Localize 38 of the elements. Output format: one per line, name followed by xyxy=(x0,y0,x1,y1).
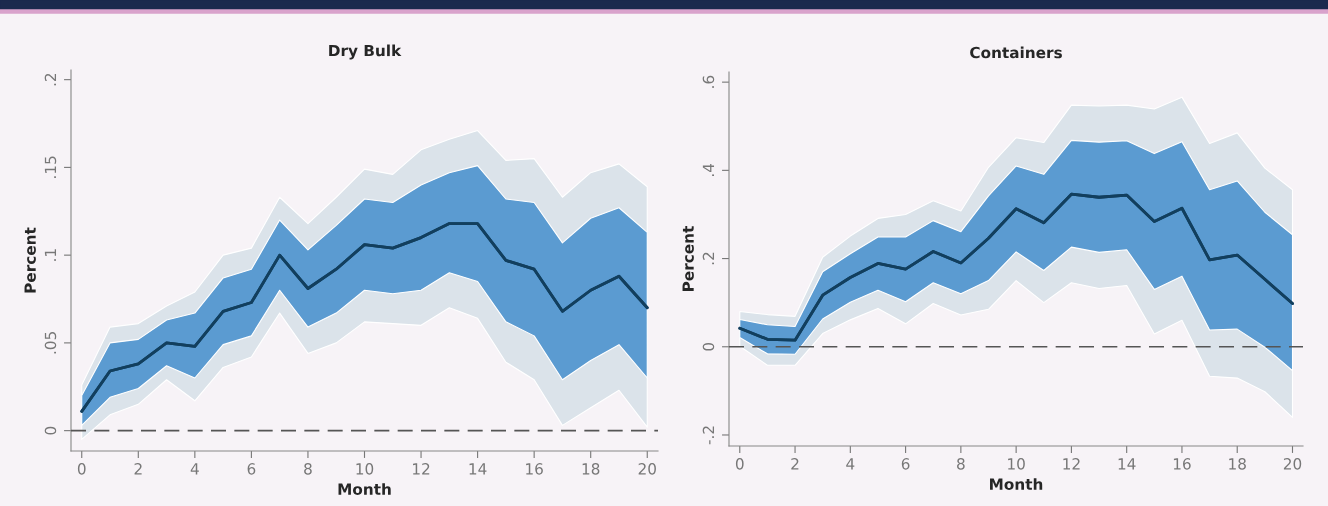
chart-title: Dry Bulk xyxy=(329,44,402,60)
x-tick-label: 18 xyxy=(1229,458,1246,470)
x-tick-label: 12 xyxy=(1063,458,1080,470)
y-tick-label: .2 xyxy=(44,73,57,86)
x-axis-title: Month xyxy=(990,478,1043,490)
y-tick-label: .6 xyxy=(702,75,715,88)
x-tick-label: 0 xyxy=(735,458,744,470)
y-tick-label: 0 xyxy=(44,426,57,435)
x-tick-label: 14 xyxy=(1118,458,1136,470)
x-axis-title: Month xyxy=(338,483,391,495)
y-tick-label: .05 xyxy=(44,332,57,354)
x-tick-label: 12 xyxy=(413,463,430,475)
y-tick-label: .2 xyxy=(702,252,715,265)
x-tick-label: 18 xyxy=(582,463,600,475)
x-tick-label: 2 xyxy=(791,458,799,470)
y-tick-label: .15 xyxy=(44,156,57,178)
x-tick-label: 14 xyxy=(469,463,487,475)
x-tick-label: 4 xyxy=(846,458,855,470)
x-tick-label: 10 xyxy=(1008,458,1025,470)
x-tick-label: 8 xyxy=(957,458,965,470)
x-tick-label: 2 xyxy=(134,463,142,475)
x-tick-label: 4 xyxy=(190,463,199,475)
x-tick-label: 20 xyxy=(638,463,656,475)
y-axis-title: Percent xyxy=(24,227,36,293)
y-axis-title: Percent xyxy=(682,226,694,291)
x-tick-label: 8 xyxy=(304,463,312,475)
chart-title: Containers xyxy=(970,46,1062,59)
y-tick-label: .4 xyxy=(702,163,715,177)
y-tick-label: -.2 xyxy=(702,426,715,445)
x-tick-label: 20 xyxy=(1283,458,1302,470)
x-tick-label: 10 xyxy=(356,463,374,475)
y-tick-label: 0 xyxy=(702,342,715,351)
x-tick-label: 0 xyxy=(77,463,86,475)
x-tick-label: 6 xyxy=(247,463,256,475)
x-tick-label: 16 xyxy=(526,463,543,475)
x-tick-label: 16 xyxy=(1173,458,1191,470)
y-tick-label: .1 xyxy=(44,249,57,261)
x-tick-label: 6 xyxy=(901,458,910,470)
